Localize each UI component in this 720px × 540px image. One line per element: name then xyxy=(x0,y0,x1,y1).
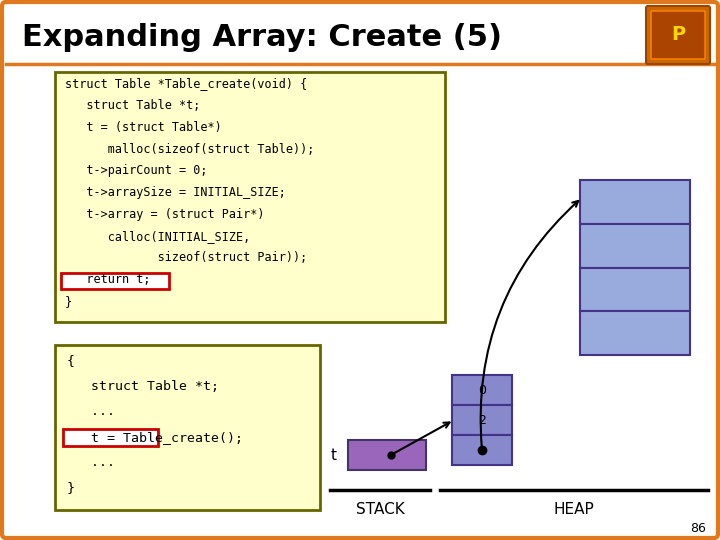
Text: 0: 0 xyxy=(478,383,486,396)
Bar xyxy=(348,440,426,470)
Bar xyxy=(63,429,158,446)
Bar xyxy=(61,273,169,289)
Bar xyxy=(55,345,320,510)
Text: }: } xyxy=(67,482,75,495)
Text: struct Table *Table_create(void) {: struct Table *Table_create(void) { xyxy=(65,78,307,91)
Text: Expanding Array: Create (5): Expanding Array: Create (5) xyxy=(22,24,502,52)
FancyBboxPatch shape xyxy=(646,6,710,64)
Bar xyxy=(452,375,512,405)
Bar xyxy=(55,72,445,322)
Text: {: { xyxy=(67,354,75,368)
Text: ...: ... xyxy=(67,456,115,469)
Text: 2: 2 xyxy=(478,414,486,427)
Text: malloc(sizeof(struct Table));: malloc(sizeof(struct Table)); xyxy=(65,143,315,156)
Text: STACK: STACK xyxy=(356,503,405,517)
FancyBboxPatch shape xyxy=(651,11,705,59)
Text: ...: ... xyxy=(67,405,115,418)
Text: t = (struct Table*): t = (struct Table*) xyxy=(65,121,222,134)
Bar xyxy=(580,180,690,224)
Text: t = Table_create();: t = Table_create(); xyxy=(67,431,243,444)
Text: t->array = (struct Pair*): t->array = (struct Pair*) xyxy=(65,208,264,221)
Bar xyxy=(6,6,714,64)
Text: t: t xyxy=(331,448,337,462)
Text: struct Table *t;: struct Table *t; xyxy=(67,380,219,393)
Text: P: P xyxy=(671,25,685,44)
Bar xyxy=(452,435,512,465)
Text: t->arraySize = INITIAL_SIZE;: t->arraySize = INITIAL_SIZE; xyxy=(65,186,286,199)
Bar xyxy=(452,405,512,435)
Bar xyxy=(580,224,690,267)
Text: t->pairCount = 0;: t->pairCount = 0; xyxy=(65,165,207,178)
Bar xyxy=(580,311,690,355)
Text: calloc(INITIAL_SIZE,: calloc(INITIAL_SIZE, xyxy=(65,230,251,242)
Bar xyxy=(580,267,690,311)
Bar xyxy=(6,64,714,534)
Text: struct Table *t;: struct Table *t; xyxy=(65,99,200,112)
Text: }: } xyxy=(65,295,72,308)
Text: return t;: return t; xyxy=(65,273,150,286)
Text: 86: 86 xyxy=(690,522,706,535)
Text: sizeof(struct Pair));: sizeof(struct Pair)); xyxy=(65,252,307,265)
Text: HEAP: HEAP xyxy=(554,503,595,517)
